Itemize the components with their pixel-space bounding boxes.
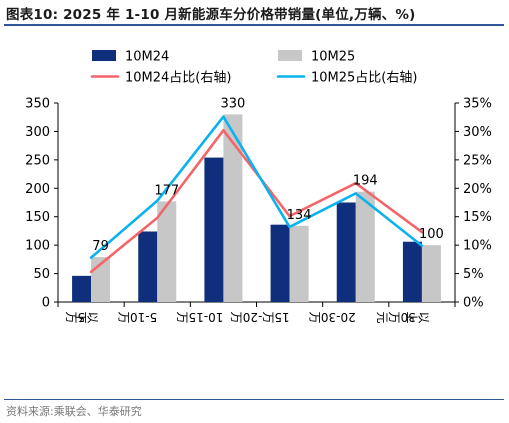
right-axis-tick-label: 0% [463, 296, 484, 311]
left-axis-tick-label: 350 [25, 97, 50, 112]
bar-10m25 [157, 201, 177, 302]
bar-10m24 [270, 224, 290, 302]
bar-10m25 [223, 114, 243, 302]
category-label: 30万元 [376, 310, 416, 324]
bar-10m24 [138, 231, 158, 302]
right-axis-tick-label: 15% [463, 210, 492, 225]
left-axis-tick-label: 150 [25, 210, 50, 225]
left-axis-tick-label: 300 [25, 125, 50, 140]
bar-10m25 [355, 191, 375, 302]
left-axis-tick-label: 200 [25, 182, 50, 197]
right-axis-tick-label: 30% [463, 125, 492, 140]
right-axis-tick-label: 25% [463, 153, 492, 168]
bar-10m25 [421, 245, 441, 302]
category-label: 以下 [75, 310, 99, 324]
legend-10m24-swatch [92, 50, 116, 61]
legend-10m25-share-label: 10M25占比(右轴) [311, 71, 417, 86]
left-axis-tick-label: 250 [25, 153, 50, 168]
legend-10m24-label: 10M24 [125, 50, 169, 65]
category-label: 20-30万 [309, 310, 356, 324]
category-label: 5-10万 [118, 310, 157, 324]
data-label: 330 [221, 96, 246, 111]
bar-10m24 [204, 157, 224, 302]
category-label: 10-15万 [177, 310, 224, 324]
bar-10m25 [289, 225, 309, 302]
bar-10m24 [402, 241, 422, 302]
right-axis-tick-label: 20% [463, 182, 492, 197]
title-divider [4, 24, 504, 26]
category-label: 15万-20万 [231, 310, 290, 324]
legend-10m24-share-label: 10M24占比(右轴) [125, 71, 231, 86]
line-series-10m25-share [89, 115, 424, 259]
legend-10m25-label: 10M25 [311, 50, 355, 65]
left-axis-tick-label: 100 [25, 239, 50, 254]
data-label: 177 [154, 183, 179, 198]
category-label: 以上 [406, 310, 430, 324]
data-label: 100 [419, 227, 444, 242]
data-label: 194 [353, 174, 378, 189]
right-axis-tick-label: 35% [463, 97, 492, 112]
footer-divider [4, 399, 504, 400]
bar-10m24 [336, 202, 356, 302]
legend-10m25-swatch [278, 50, 302, 61]
source-note: 资料来源:乘联会、华泰研究 [6, 405, 142, 418]
bar-10m24 [72, 275, 92, 302]
right-axis-tick-label: 5% [463, 267, 484, 282]
right-axis-tick-label: 10% [463, 239, 492, 254]
data-label: 134 [287, 208, 312, 223]
left-axis-tick-label: 50 [33, 267, 50, 282]
left-axis-tick-label: 0 [42, 296, 50, 311]
chart-title: 图表10: 2025 年 1-10 月新能源车分价格带销量(单位,万辆、%) [6, 7, 416, 23]
data-label: 79 [92, 239, 109, 254]
category-label: 5万 [65, 310, 85, 324]
